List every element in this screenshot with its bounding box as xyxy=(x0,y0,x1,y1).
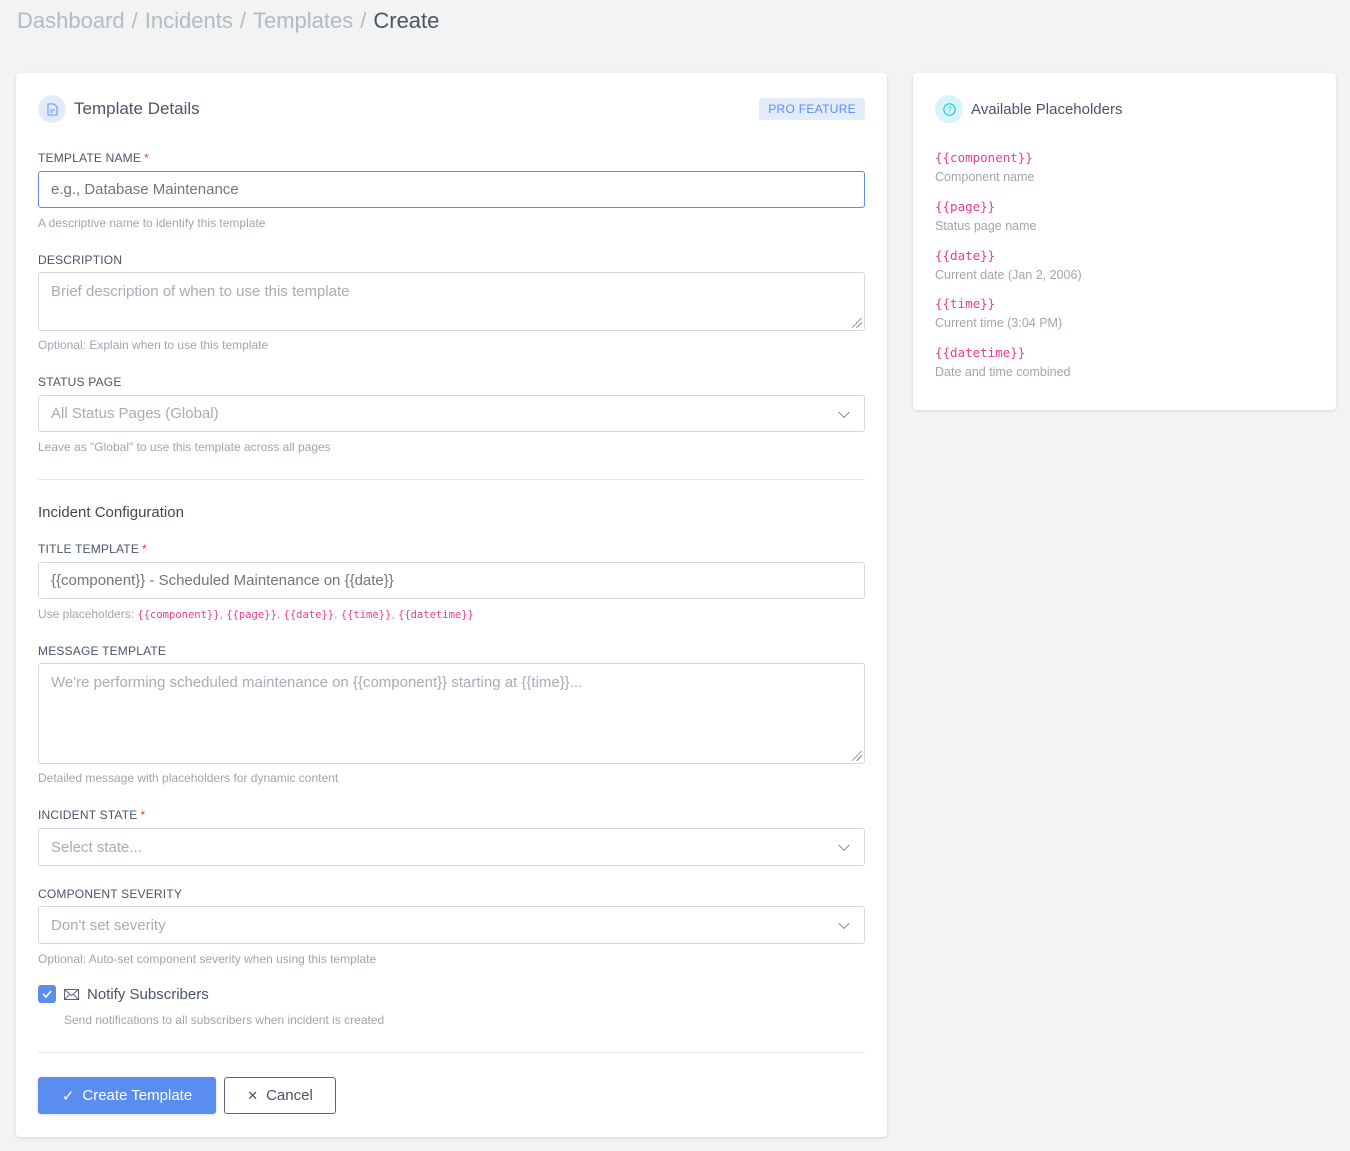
component-severity-help: Optional: Auto-set component severity wh… xyxy=(38,952,377,966)
component-severity-select[interactable]: Don't set severity xyxy=(38,906,865,944)
create-template-button[interactable]: ✓ Create Template xyxy=(38,1077,216,1114)
message-template-help: Detailed message with placeholders for d… xyxy=(38,771,339,785)
breadcrumb: Dashboard / Incidents / Templates / Create xyxy=(17,8,440,33)
placeholders-card: ? Available Placeholders {{component}} Co… xyxy=(913,73,1336,410)
help-circle-icon: ? xyxy=(935,95,963,123)
check-icon xyxy=(42,990,52,998)
incident-state-label: INCIDENT STATE * xyxy=(38,808,146,822)
component-severity-label: COMPONENT SEVERITY xyxy=(38,887,183,901)
template-name-input[interactable] xyxy=(38,171,865,208)
placeholder-item: {{date}} Current date (Jan 2, 2006) xyxy=(935,248,1082,282)
divider xyxy=(38,1052,865,1053)
template-details-card: Template Details PRO FEATURE TEMPLATE NA… xyxy=(16,73,887,1137)
breadcrumb-templates[interactable]: Templates xyxy=(252,8,354,33)
resize-handle-icon[interactable] xyxy=(852,751,862,761)
cancel-button[interactable]: ✕ Cancel xyxy=(224,1077,336,1114)
description-help: Optional: Explain when to use this templ… xyxy=(38,338,269,352)
notify-checkbox[interactable] xyxy=(38,985,56,1003)
template-name-help: A descriptive name to identify this temp… xyxy=(38,216,266,230)
close-icon: ✕ xyxy=(247,1087,259,1103)
breadcrumb-current: Create xyxy=(373,8,440,33)
section-heading: Incident Configuration xyxy=(38,504,184,521)
placeholder-item: {{page}} Status page name xyxy=(935,199,1037,233)
message-template-textarea[interactable]: We're performing scheduled maintenance o… xyxy=(38,663,865,764)
envelope-icon xyxy=(64,989,79,1000)
placeholders-title: Available Placeholders xyxy=(971,101,1123,118)
title-template-help: Use placeholders: {{component}}, {{page}… xyxy=(38,607,474,621)
title-template-input[interactable] xyxy=(38,562,865,599)
message-template-label: MESSAGE TEMPLATE xyxy=(38,644,167,658)
notify-help: Send notifications to all subscribers wh… xyxy=(64,1013,385,1027)
pro-feature-badge: PRO FEATURE xyxy=(759,98,865,120)
status-page-label: STATUS PAGE xyxy=(38,375,122,389)
breadcrumb-incidents[interactable]: Incidents xyxy=(144,8,233,33)
divider xyxy=(38,479,865,480)
breadcrumb-dashboard[interactable]: Dashboard xyxy=(17,8,125,33)
description-textarea[interactable]: Brief description of when to use this te… xyxy=(38,272,865,331)
chevron-down-icon xyxy=(838,406,850,418)
incident-state-select[interactable]: Select state... xyxy=(38,828,865,866)
check-icon: ✓ xyxy=(61,1087,75,1105)
placeholder-item: {{component}} Component name xyxy=(935,150,1035,184)
card-title: Template Details xyxy=(74,99,200,118)
document-icon xyxy=(38,95,66,123)
status-page-help: Leave as "Global" to use this template a… xyxy=(38,440,331,454)
status-page-select[interactable]: All Status Pages (Global) xyxy=(38,395,865,432)
placeholder-item: {{time}} Current time (3:04 PM) xyxy=(935,296,1063,330)
template-name-label: TEMPLATE NAME * xyxy=(38,151,149,165)
title-template-label: TITLE TEMPLATE * xyxy=(38,542,147,556)
chevron-down-icon xyxy=(838,917,850,930)
notify-label[interactable]: Notify Subscribers xyxy=(87,986,209,1003)
description-label: DESCRIPTION xyxy=(38,253,123,267)
chevron-down-icon xyxy=(838,839,850,852)
svg-text:?: ? xyxy=(947,105,952,114)
placeholder-item: {{datetime}} Date and time combined xyxy=(935,345,1071,379)
resize-handle-icon[interactable] xyxy=(852,318,862,328)
